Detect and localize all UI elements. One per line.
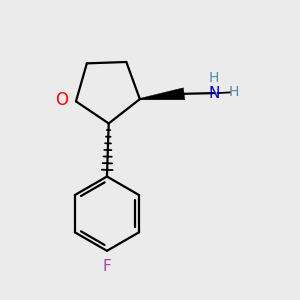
Polygon shape [140, 88, 185, 100]
Text: F: F [103, 259, 111, 274]
Text: N: N [208, 85, 220, 100]
Text: H: H [228, 85, 239, 99]
Text: O: O [55, 91, 68, 109]
Text: H: H [209, 71, 219, 85]
